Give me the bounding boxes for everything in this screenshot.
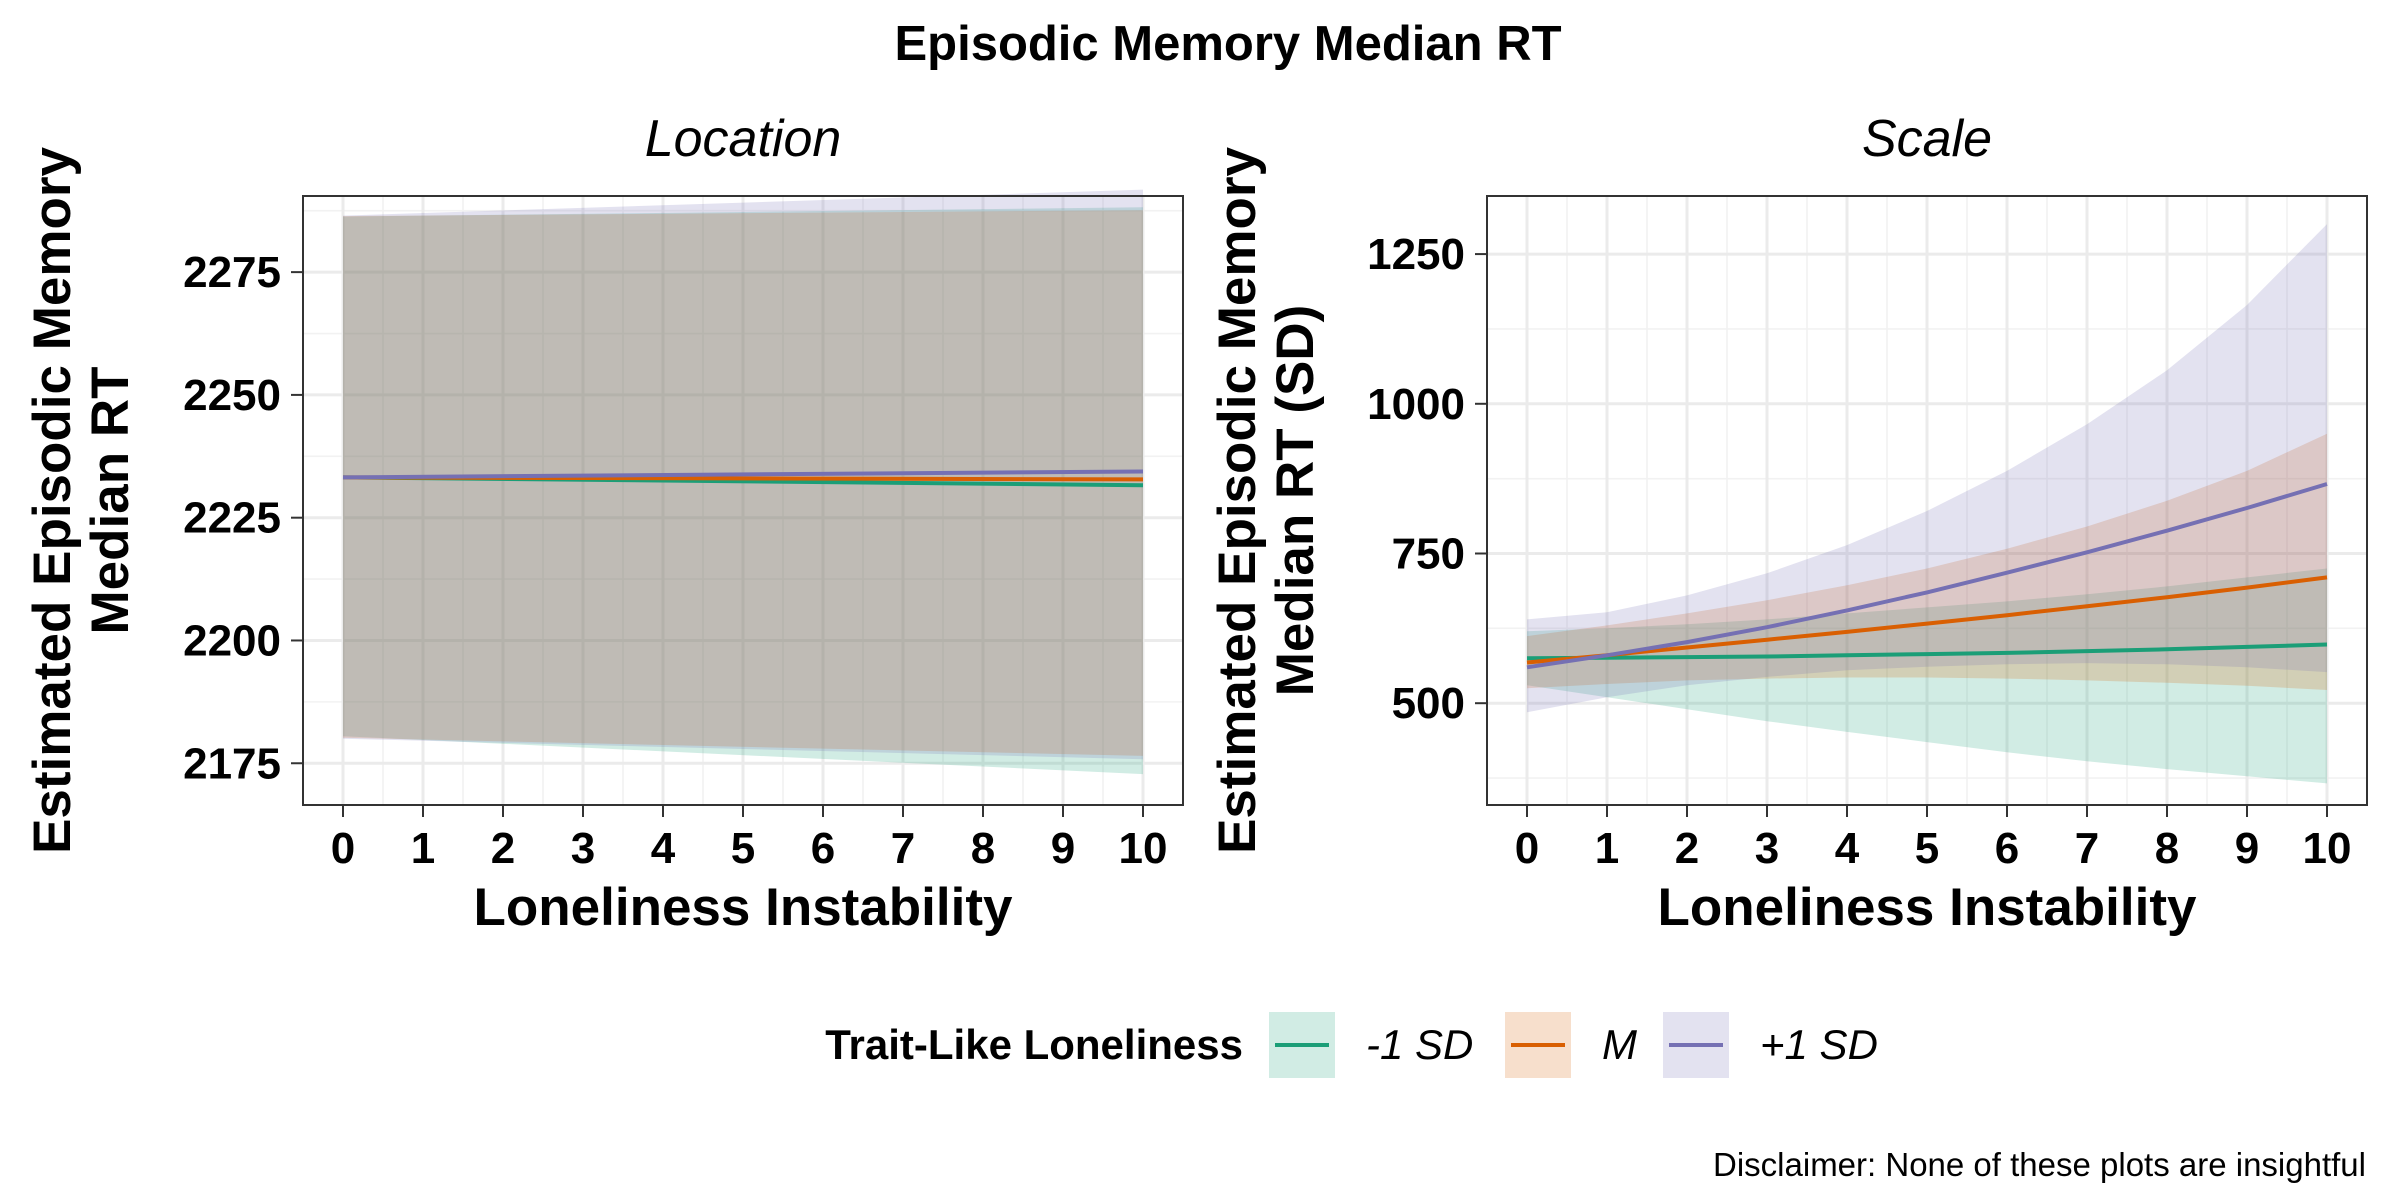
x-tick-label: 4 (651, 824, 676, 873)
legend-label: M (1602, 1021, 1637, 1068)
series-line-+1 SD (1526, 482, 2328, 670)
ribbon-+1 SD (1527, 224, 2327, 713)
legend-entry: M (1505, 1012, 1637, 1078)
panel-strip-label: Location (645, 110, 842, 168)
y-tick-label: 2250 (183, 371, 281, 420)
x-tick-label: 8 (2155, 824, 2179, 873)
grid (1487, 196, 2367, 805)
x-tick-label: 5 (1915, 824, 1939, 873)
x-tick-label: 7 (2075, 824, 2099, 873)
y-axis-title: Estimated Episodic MemoryMedian RT (SD) (1208, 147, 1325, 854)
panel-strip-label: Scale (1862, 110, 1992, 168)
ribbons (1527, 224, 2327, 784)
x-axis-title: Loneliness Instability (1658, 878, 2197, 937)
axes: 0 1 2 3 4 5 6 7 8 9 10 500 750 1000 1250 (1367, 230, 2351, 873)
ribbon-M (1527, 433, 2327, 690)
x-tick-label: 9 (2235, 824, 2259, 873)
y-axis-title: Estimated Episodic MemoryMedian RT (23, 147, 140, 854)
chart-title: Episodic Memory Median RT (894, 17, 1561, 71)
y-axis-title-line: Median RT (81, 367, 140, 635)
x-axis-title: Loneliness Instability (474, 878, 1013, 937)
grid (303, 196, 1183, 805)
y-tick-label: 2175 (183, 739, 281, 788)
y-tick-label: 1250 (1367, 230, 1465, 279)
panel-scale: 0 1 2 3 4 5 6 7 8 9 10 500 750 1000 1250 Scale Lonelines… (1208, 110, 2368, 937)
x-tick-label: 7 (891, 824, 915, 873)
x-tick-label: 2 (1675, 824, 1699, 873)
series-line--1 SD (1526, 642, 2328, 661)
y-tick-label: 2275 (183, 248, 281, 297)
panels: 0 1 2 3 4 5 6 7 8 9 1021752200222522502275Location… (23, 110, 2368, 937)
legend-label: -1 SD (1366, 1021, 1473, 1068)
x-tick-label: 10 (1119, 824, 1168, 873)
x-tick-label: 1 (1595, 824, 1619, 873)
ribbon--1 SD (1527, 568, 2327, 784)
series-lines (342, 469, 1144, 488)
y-axis-title-line: Estimated Episodic Memory (1208, 147, 1267, 854)
x-tick-label: 8 (971, 824, 995, 873)
x-tick-label: 6 (1995, 824, 2019, 873)
y-tick-label: 2225 (183, 494, 281, 543)
x-tick-label: 3 (571, 824, 595, 873)
y-axis-title-line: Estimated Episodic Memory (23, 147, 82, 854)
x-tick-label: 1 (411, 824, 435, 873)
x-tick-label: 0 (331, 824, 355, 873)
x-tick-label: 0 (1515, 824, 1539, 873)
x-tick-label: 9 (1051, 824, 1075, 873)
legend: Trait-Like Loneliness -1 SD M +1 SD (825, 1012, 1878, 1078)
y-tick-label: 1000 (1367, 380, 1465, 429)
x-tick-label: 4 (1835, 824, 1860, 873)
legend-label: +1 SD (1760, 1021, 1878, 1068)
series-line-M (1526, 575, 2328, 665)
axes: 0 1 2 3 4 5 6 7 8 9 10 2175 2200 2225 2250 2275 (183, 248, 1167, 873)
y-tick-label: 750 (1392, 529, 1465, 578)
x-tick-label: 3 (1755, 824, 1779, 873)
x-tick-label: 2 (491, 824, 515, 873)
series-line-+1 SD (342, 469, 1144, 480)
series-lines (1526, 482, 2328, 670)
legend-title: Trait-Like Loneliness (825, 1021, 1243, 1068)
y-tick-label: 2200 (183, 616, 281, 665)
y-tick-label: 500 (1392, 679, 1465, 728)
x-tick-label: 6 (811, 824, 835, 873)
ribbon--1 SD (343, 207, 1143, 775)
legend-entry: -1 SD (1269, 1012, 1473, 1078)
x-tick-label: 5 (731, 824, 755, 873)
panel-location: 0 1 2 3 4 5 6 7 8 9 10 2175 2200 2225 2250 2275 Location… (23, 110, 1184, 937)
caption: Disclaimer: None of these plots are insi… (1713, 1146, 2366, 1183)
x-tick-label: 10 (2303, 824, 2352, 873)
y-axis-title-line: Median RT (SD) (1266, 305, 1325, 697)
legend-entry: +1 SD (1663, 1012, 1878, 1078)
